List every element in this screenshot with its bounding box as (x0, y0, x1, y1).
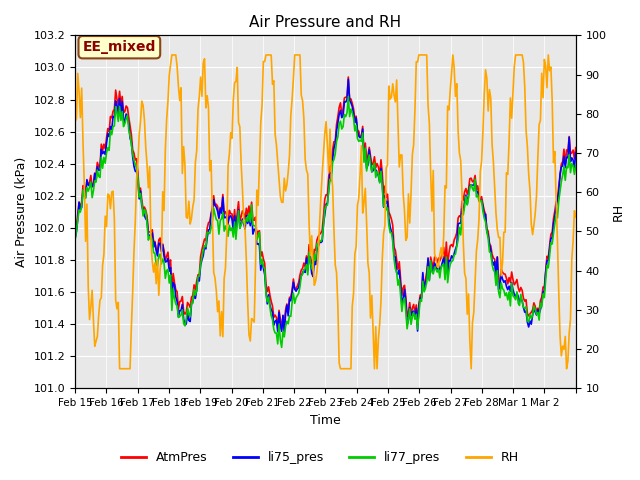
li75_pres (104, 131, 111, 136)
li75_pres (505, 283, 513, 289)
Line: li75_pres: li75_pres (75, 79, 576, 333)
li77_pres (71, 237, 79, 243)
RH (88, 288, 96, 293)
Legend: AtmPres, li75_pres, li77_pres, RH: AtmPres, li75_pres, li77_pres, RH (116, 446, 524, 469)
AtmPres (572, 145, 580, 151)
li77_pres (330, 157, 338, 163)
li77_pres (278, 345, 285, 350)
Y-axis label: RH: RH (612, 203, 625, 221)
li75_pres (88, 183, 96, 189)
Line: AtmPres: AtmPres (75, 77, 576, 329)
RH (505, 139, 513, 145)
Line: RH: RH (75, 55, 576, 369)
RH (71, 119, 79, 124)
li77_pres (571, 171, 579, 177)
AtmPres (330, 139, 338, 144)
li75_pres (71, 235, 79, 241)
RH (572, 214, 580, 220)
Y-axis label: Air Pressure (kPa): Air Pressure (kPa) (15, 156, 28, 267)
RH (571, 208, 579, 214)
RH (168, 52, 176, 58)
li77_pres (88, 195, 96, 201)
Text: EE_mixed: EE_mixed (83, 40, 156, 54)
li75_pres (330, 145, 338, 151)
li77_pres (344, 94, 352, 99)
AtmPres (278, 326, 285, 332)
AtmPres (571, 156, 579, 162)
RH (332, 262, 339, 268)
li75_pres (431, 260, 438, 266)
AtmPres (71, 227, 79, 233)
AtmPres (104, 126, 111, 132)
li77_pres (431, 264, 438, 270)
AtmPres (431, 254, 438, 260)
RH (116, 366, 124, 372)
X-axis label: Time: Time (310, 414, 341, 427)
li77_pres (104, 144, 111, 150)
AtmPres (505, 275, 513, 280)
RH (431, 251, 438, 257)
AtmPres (88, 184, 96, 190)
RH (104, 191, 111, 197)
li75_pres (571, 165, 579, 170)
AtmPres (344, 74, 352, 80)
li75_pres (344, 76, 352, 82)
li75_pres (572, 150, 580, 156)
Title: Air Pressure and RH: Air Pressure and RH (250, 15, 401, 30)
Line: li77_pres: li77_pres (75, 96, 576, 348)
li77_pres (572, 162, 580, 168)
li75_pres (280, 330, 288, 336)
li77_pres (505, 289, 513, 295)
